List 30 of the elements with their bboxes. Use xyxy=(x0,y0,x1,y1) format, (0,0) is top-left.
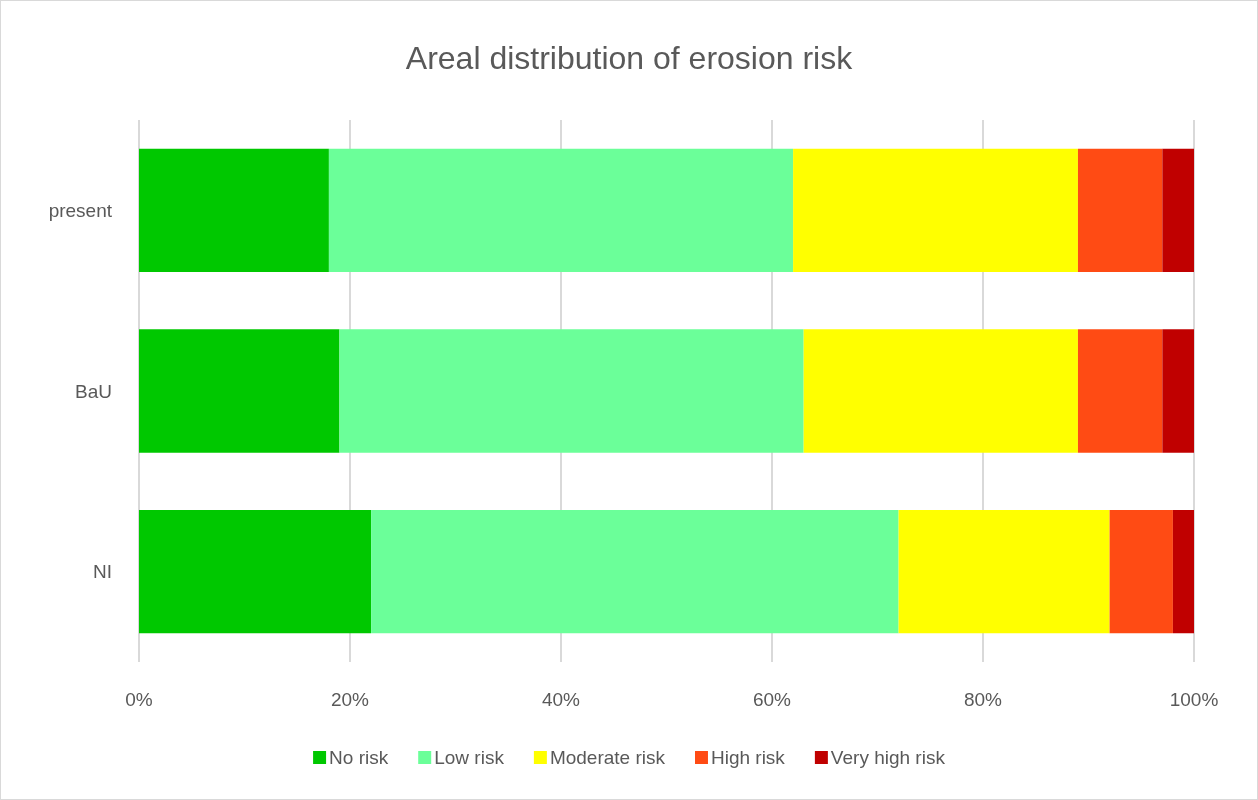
bar xyxy=(1109,509,1173,634)
legend-label: Moderate risk xyxy=(549,747,666,768)
x-tick-label: 80% xyxy=(963,689,1003,710)
bar xyxy=(803,329,1078,453)
bar xyxy=(328,148,794,273)
bar xyxy=(139,509,372,634)
x-tick-label: 100% xyxy=(1169,689,1219,710)
legend-label: High risk xyxy=(710,747,786,768)
bar xyxy=(1077,148,1163,273)
bar xyxy=(1162,329,1194,453)
bar xyxy=(139,329,340,453)
legend-label: Low risk xyxy=(434,747,505,768)
x-tick-label: 60% xyxy=(752,689,792,710)
bar xyxy=(898,509,1110,634)
chart-title: Areal distribution of erosion risk xyxy=(405,40,854,76)
bar xyxy=(793,148,1078,273)
bar xyxy=(371,509,899,634)
bar xyxy=(339,329,804,453)
x-tick-label: 40% xyxy=(541,689,581,710)
y-tick-label: NI xyxy=(93,561,112,583)
y-tick-label: BaU xyxy=(75,380,112,402)
bar xyxy=(1077,329,1163,453)
x-tick-label: 20% xyxy=(330,689,370,710)
bar xyxy=(1172,509,1194,634)
x-tick-label: 0% xyxy=(125,689,153,710)
legend-label: No risk xyxy=(329,747,389,768)
y-tick-label: present xyxy=(48,199,113,221)
bar xyxy=(139,148,329,273)
bar xyxy=(1162,148,1194,273)
legend-label: Very high risk xyxy=(830,747,946,768)
